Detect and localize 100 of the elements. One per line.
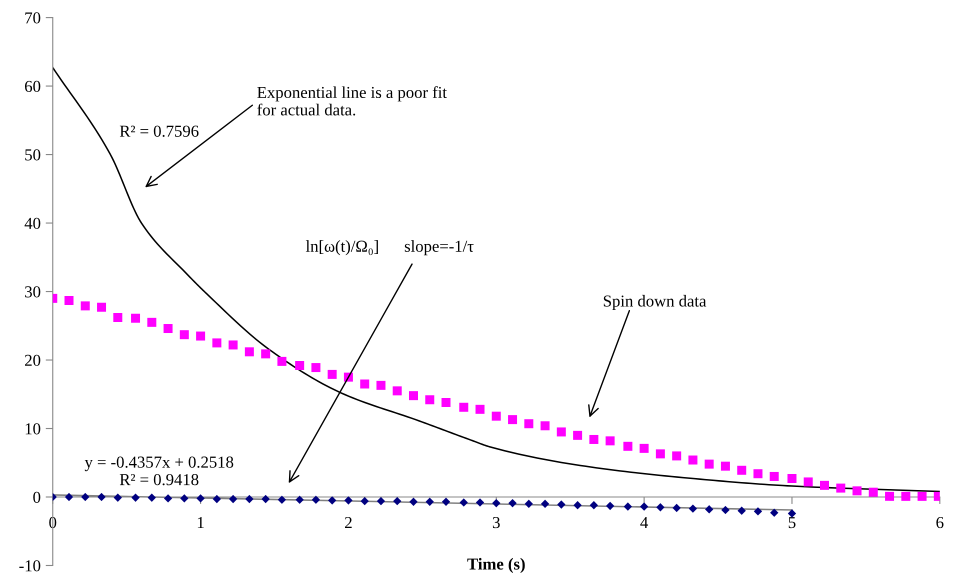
point [376, 496, 386, 506]
point [196, 494, 205, 503]
y-tick-label: 40 [24, 218, 40, 229]
annotation: Exponential line is a poor fit for actual data. [257, 86, 447, 116]
point [164, 494, 172, 503]
point [311, 363, 320, 372]
point [360, 379, 370, 388]
point [885, 492, 894, 501]
x-tick-label: 3 [492, 516, 500, 528]
point [278, 496, 286, 504]
point [148, 494, 156, 502]
point [508, 499, 517, 508]
point [244, 347, 254, 356]
point [295, 361, 304, 370]
point [408, 391, 418, 400]
point [245, 494, 254, 504]
x-tick-label: 4 [640, 517, 648, 528]
point [624, 502, 632, 511]
point [492, 412, 501, 421]
point [573, 501, 582, 510]
point [425, 395, 434, 404]
point [721, 506, 730, 514]
y-tick-label: 50 [25, 149, 40, 161]
annotation: Spin down data [604, 294, 706, 310]
y-tick-label: -10 [19, 560, 40, 572]
point [442, 498, 450, 506]
point [131, 494, 140, 502]
point [918, 492, 927, 501]
x-tick-label: 5 [788, 517, 796, 528]
point [360, 496, 369, 506]
point [672, 451, 682, 460]
point [277, 356, 286, 366]
y-tick-label: 30 [25, 286, 40, 298]
point [392, 386, 402, 396]
point [770, 472, 779, 481]
point [114, 494, 122, 502]
x-tick-label: 0 [49, 516, 56, 528]
point [131, 314, 140, 323]
point [426, 498, 434, 506]
point [737, 466, 746, 475]
point [606, 502, 614, 510]
point [328, 496, 336, 505]
point [508, 415, 518, 424]
x-tick-label: 6 [936, 516, 944, 528]
point [540, 421, 550, 430]
y-tick-label: 70 [25, 12, 40, 24]
point [212, 494, 222, 504]
point [476, 404, 485, 414]
point [393, 496, 402, 506]
point [901, 492, 910, 501]
point [820, 480, 829, 490]
point [540, 500, 550, 508]
point [228, 340, 238, 350]
point [409, 498, 418, 506]
point [295, 496, 304, 504]
point [787, 474, 796, 484]
y-tick-label: 20 [25, 354, 40, 366]
point [788, 509, 796, 518]
point [228, 494, 238, 504]
point [704, 460, 714, 469]
point [656, 503, 665, 512]
point [492, 499, 500, 508]
point [688, 504, 698, 513]
point [770, 508, 778, 517]
point [557, 500, 566, 509]
point [589, 434, 598, 444]
point [261, 349, 270, 358]
x-tick-label: 1 [198, 517, 204, 528]
point [64, 492, 74, 502]
point [64, 296, 74, 305]
point [460, 498, 468, 507]
point [738, 506, 746, 515]
point [328, 370, 337, 379]
point [623, 442, 632, 451]
point [81, 492, 90, 502]
point [754, 507, 762, 516]
y-tick-label: 0 [33, 492, 40, 503]
point [753, 469, 762, 478]
point [376, 380, 386, 390]
point [640, 502, 648, 511]
point [80, 301, 90, 310]
point [164, 324, 173, 334]
point [196, 332, 206, 341]
x-tick-label: 2 [345, 516, 352, 528]
point [113, 313, 122, 322]
point [476, 498, 484, 507]
point [312, 496, 320, 504]
point [344, 496, 353, 505]
point [590, 501, 598, 510]
point [672, 504, 681, 512]
point [97, 302, 106, 312]
point [524, 419, 534, 428]
point [97, 492, 106, 502]
point [556, 427, 566, 436]
point [459, 402, 468, 412]
point [180, 330, 189, 340]
point [524, 500, 533, 508]
point [836, 484, 846, 493]
point [868, 488, 878, 497]
y-tick-label: 10 [26, 423, 40, 434]
